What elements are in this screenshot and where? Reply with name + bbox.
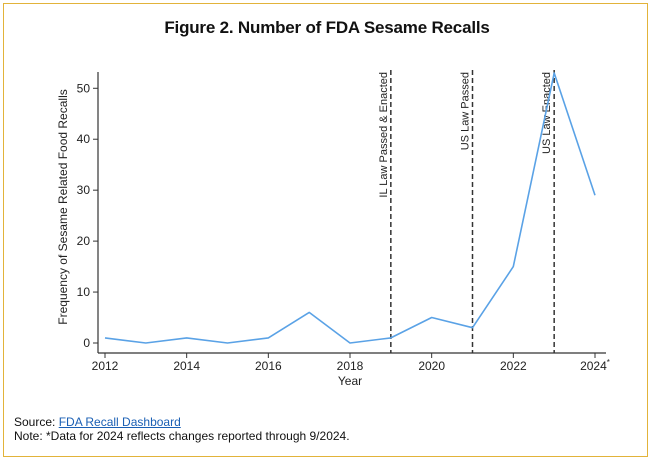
source-line: Source: FDA Recall Dashboard — [14, 415, 350, 429]
y-tick-label: 50 — [77, 81, 91, 95]
x-tick-label: 2018 — [337, 359, 364, 373]
chart-annotations: IL Law Passed & Enacted US Law Passed US L… — [378, 70, 555, 353]
y-tick-label: 0 — [83, 336, 90, 350]
x-tick-label: 2014 — [173, 359, 200, 373]
annotation-label: IL Law Passed & Enacted — [378, 72, 390, 198]
source-prefix: Source: — [14, 415, 59, 429]
x-axis-label: Year — [338, 374, 362, 388]
x-tick-label: 2022 — [500, 359, 527, 373]
y-axis-label: Frequency of Sesame Related Food Recalls — [56, 89, 70, 324]
x-tick-label: 2016 — [255, 359, 282, 373]
x-tick-label: 2012 — [92, 359, 119, 373]
source-link[interactable]: FDA Recall Dashboard — [58, 415, 181, 429]
y-tick-label: 30 — [77, 183, 91, 197]
x-tick-label: 2020 — [418, 359, 445, 373]
chart-series — [104, 72, 596, 344]
series-line — [104, 72, 596, 344]
x-tick-label: 2024* — [580, 358, 610, 373]
y-tick-label: 10 — [77, 285, 91, 299]
annotation-label: US Law Passed — [460, 72, 472, 150]
chart-axes: 0 10 20 30 40 50 2012 2014 2016 2018 2020 2022 2024* — [77, 72, 610, 373]
note-line: Note: *Data for 2024 reflects changes re… — [14, 429, 350, 443]
figure-frame — [3, 3, 648, 457]
chart-title: Figure 2. Number of FDA Sesame Recalls — [164, 18, 490, 37]
footer: Source: FDA Recall Dashboard Note: *Data… — [14, 415, 350, 443]
y-tick-label: 40 — [77, 132, 91, 146]
y-tick-label: 20 — [77, 234, 91, 248]
